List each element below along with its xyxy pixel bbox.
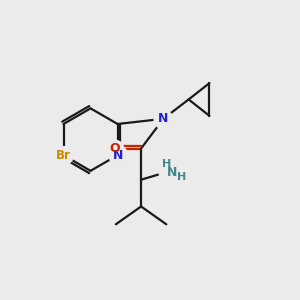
Text: Br: Br: [56, 149, 71, 162]
Text: H: H: [177, 172, 186, 182]
Text: O: O: [109, 142, 120, 155]
Text: N: N: [158, 112, 169, 125]
Text: N: N: [112, 149, 123, 162]
Text: N: N: [167, 166, 178, 179]
Text: H: H: [162, 159, 171, 169]
